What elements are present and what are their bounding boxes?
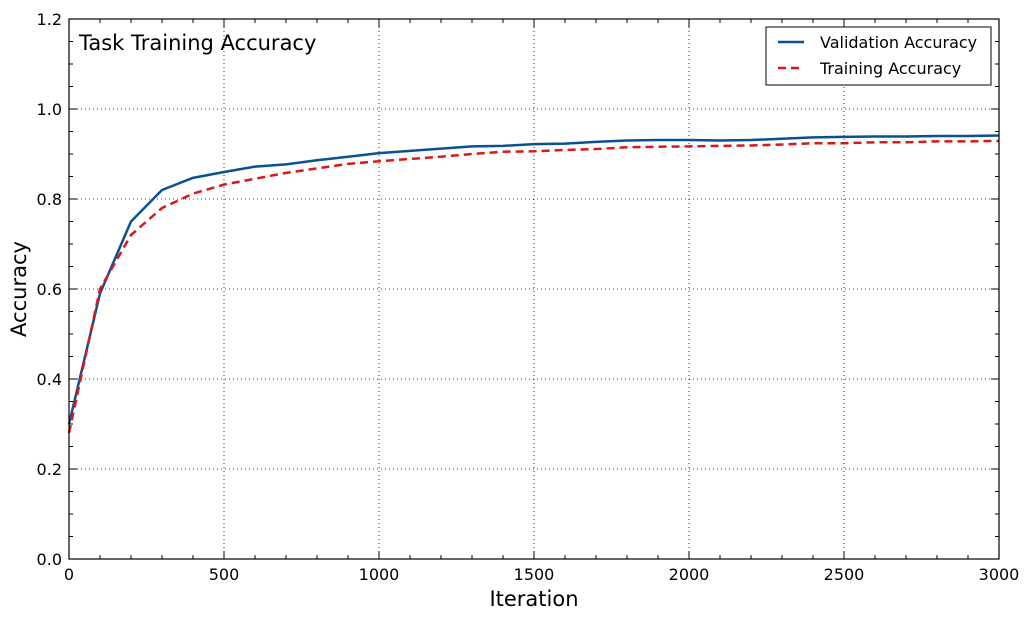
x-tick-label: 3000 <box>979 565 1020 584</box>
y-tick-label: 1.2 <box>37 10 62 29</box>
y-tick-label: 0.4 <box>37 370 62 389</box>
y-tick-label: 1.0 <box>37 100 62 119</box>
ticks <box>68 18 1000 560</box>
y-tick-label: 0.0 <box>37 550 62 569</box>
y-axis-label: Accuracy <box>7 241 31 337</box>
series-lines <box>67 134 1000 434</box>
chart-title: Task Training Accuracy <box>78 31 316 55</box>
series-line-training-accuracy <box>67 139 1000 434</box>
series-line-validation-accuracy <box>67 134 1000 425</box>
x-tick-label: 1000 <box>359 565 400 584</box>
x-axis-label: Iteration <box>489 587 578 611</box>
x-tick-label: 2000 <box>669 565 710 584</box>
legend: Validation Accuracy Training Accuracy <box>765 26 992 86</box>
x-tick-label: 2500 <box>824 565 865 584</box>
x-tick-label: 500 <box>209 565 240 584</box>
tick-labels: 0 500 1000 1500 2000 2500 3000 0.0 0.2 0.4 0.6 0.8 1… <box>37 10 1020 584</box>
grid <box>69 19 999 559</box>
x-tick-label: 1500 <box>514 565 555 584</box>
legend-box <box>765 26 992 86</box>
legend-label-validation: Validation Accuracy <box>820 33 977 52</box>
y-tick-label: 0.6 <box>37 280 62 299</box>
y-tick-label: 0.2 <box>37 460 62 479</box>
x-tick-label: 0 <box>64 565 74 584</box>
y-tick-label: 0.8 <box>37 190 62 209</box>
legend-label-training: Training Accuracy <box>819 59 961 78</box>
